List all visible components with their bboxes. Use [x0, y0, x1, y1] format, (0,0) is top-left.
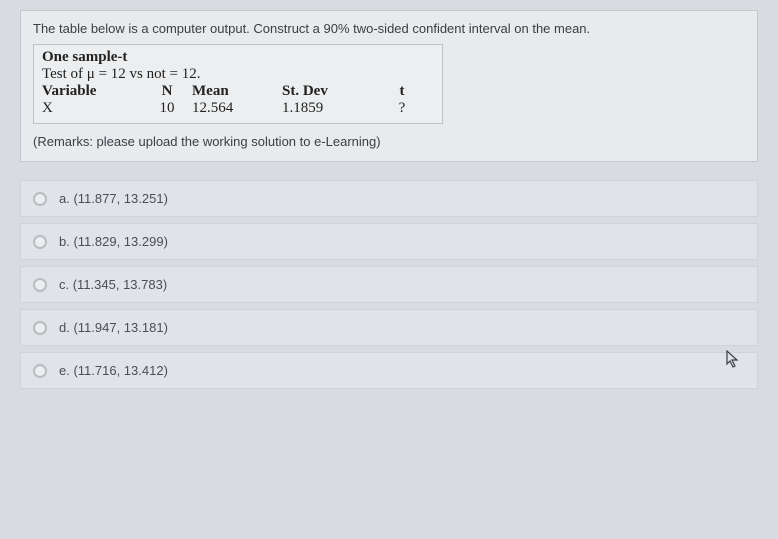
- radio-icon: [33, 192, 47, 206]
- table-header-row: Variable N Mean St. Dev t: [42, 83, 422, 100]
- col-n: N: [142, 83, 192, 100]
- option-b[interactable]: b. (11.829, 13.299): [20, 223, 758, 260]
- table-subtitle: Test of μ = 12 vs not = 12.: [42, 66, 422, 83]
- radio-icon: [33, 321, 47, 335]
- question-prompt: The table below is a computer output. Co…: [33, 21, 745, 36]
- col-stdev: St. Dev: [282, 83, 382, 100]
- option-label: c. (11.345, 13.783): [59, 277, 167, 292]
- col-mean: Mean: [192, 83, 282, 100]
- option-c[interactable]: c. (11.345, 13.783): [20, 266, 758, 303]
- question-container: The table below is a computer output. Co…: [20, 10, 758, 162]
- table-title: One sample-t: [42, 49, 422, 66]
- output-table: One sample-t Test of μ = 12 vs not = 12.…: [33, 44, 443, 124]
- option-label: b. (11.829, 13.299): [59, 234, 168, 249]
- question-remarks: (Remarks: please upload the working solu…: [33, 134, 745, 149]
- radio-icon: [33, 364, 47, 378]
- cursor-icon: [726, 350, 740, 373]
- cell-n: 10: [142, 100, 192, 117]
- table-data-row: X 10 12.564 1.1859 ?: [42, 100, 422, 117]
- cell-mean: 12.564: [192, 100, 282, 117]
- col-variable: Variable: [42, 83, 142, 100]
- option-a[interactable]: a. (11.877, 13.251): [20, 180, 758, 217]
- radio-icon: [33, 278, 47, 292]
- cell-variable: X: [42, 100, 142, 117]
- option-d[interactable]: d. (11.947, 13.181): [20, 309, 758, 346]
- option-label: a. (11.877, 13.251): [59, 191, 168, 206]
- cell-t: ?: [382, 100, 422, 117]
- option-label: e. (11.716, 13.412): [59, 363, 168, 378]
- option-label: d. (11.947, 13.181): [59, 320, 168, 335]
- radio-icon: [33, 235, 47, 249]
- answer-options: a. (11.877, 13.251) b. (11.829, 13.299) …: [20, 180, 758, 389]
- option-e[interactable]: e. (11.716, 13.412): [20, 352, 758, 389]
- cell-stdev: 1.1859: [282, 100, 382, 117]
- col-t: t: [382, 83, 422, 100]
